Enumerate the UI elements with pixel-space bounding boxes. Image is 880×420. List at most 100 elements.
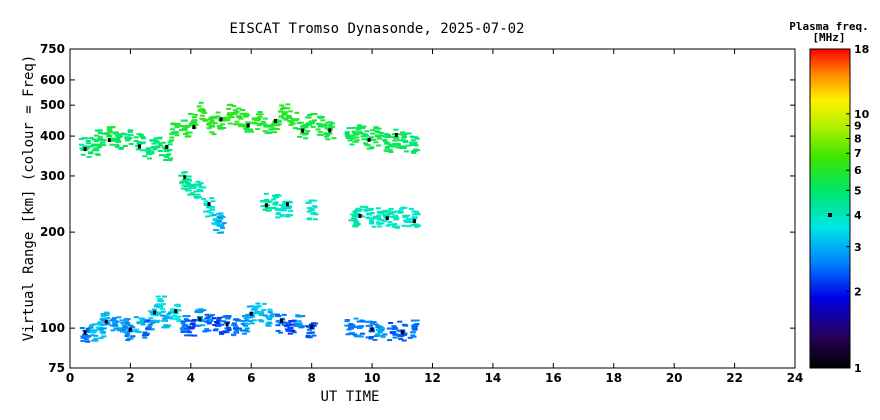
echo-mark (141, 318, 147, 321)
echo-mark (357, 327, 362, 330)
echo-mark (112, 132, 118, 135)
echo-mark (388, 207, 394, 210)
echo-mark (409, 207, 414, 210)
data-point (384, 141, 391, 145)
echo-mark (166, 317, 172, 320)
echo-mark (180, 187, 186, 190)
echo-mark (97, 136, 103, 139)
echo-mark (352, 333, 358, 336)
echo-mark (365, 137, 370, 140)
echo-mark (325, 138, 331, 141)
echo-mark (176, 315, 182, 318)
echo-mark (190, 122, 196, 125)
echo-mark (414, 137, 420, 140)
echo-mark (121, 132, 127, 135)
echo-mark (96, 143, 102, 146)
echo-mark (217, 224, 223, 227)
echo-mark (377, 225, 383, 228)
echo-mark (351, 218, 357, 221)
echo-mark (226, 328, 232, 331)
echo-mark (121, 329, 127, 332)
echo-mark (372, 215, 378, 218)
echo-mark (182, 324, 187, 327)
echo-mark (401, 339, 407, 342)
echo-mark (412, 150, 418, 152)
echo-mark (350, 213, 356, 216)
echo-mark (265, 324, 271, 327)
echo-mark (192, 123, 198, 126)
echo-mark (133, 328, 139, 331)
echo-mark (209, 131, 215, 134)
echo-mark (244, 327, 250, 330)
echo-mark (382, 139, 388, 141)
echo-mark (347, 139, 353, 142)
echo-mark (89, 329, 95, 332)
echo-mark (382, 214, 388, 216)
echo-mark (157, 311, 163, 314)
echo-mark (125, 136, 131, 139)
colorbar-tick-label: 4 (854, 209, 862, 222)
echo-mark (303, 126, 309, 129)
echo-mark (149, 150, 155, 153)
data-point (287, 326, 294, 330)
echo-mark (373, 323, 379, 326)
echo-mark (285, 103, 291, 106)
echo-mark (100, 330, 106, 333)
echo-mark (385, 224, 391, 227)
echo-mark (116, 133, 122, 136)
echo-mark (173, 131, 179, 134)
echo-mark (83, 338, 89, 341)
echo-mark (169, 132, 175, 135)
y-tick-label: 750 (40, 42, 65, 56)
echo-mark (275, 213, 281, 216)
echo-mark (119, 146, 125, 149)
colorbar-tick-label: 5 (854, 184, 862, 197)
echo-mark (108, 131, 114, 134)
echo-mark (120, 321, 126, 324)
echo-mark (100, 141, 106, 144)
echo-mark (81, 336, 87, 339)
scaled-point-marker (249, 311, 253, 316)
echo-mark (167, 311, 173, 314)
echo-mark (218, 212, 224, 215)
echo-mark (204, 320, 210, 323)
echo-mark (359, 205, 365, 208)
echo-mark (160, 308, 166, 311)
echo-mark (281, 106, 287, 109)
scaled-point-marker (83, 147, 87, 152)
data-point (366, 212, 373, 216)
echo-mark (411, 213, 417, 216)
echo-mark (116, 327, 122, 330)
echo-mark (220, 123, 226, 126)
echo-mark (353, 317, 359, 320)
echo-mark (124, 133, 130, 136)
echo-mark (201, 309, 207, 312)
echo-mark (360, 320, 366, 323)
scaled-point-marker (273, 119, 277, 123)
echo-mark (233, 112, 239, 115)
echo-mark (356, 126, 362, 129)
echo-mark (245, 330, 251, 333)
echo-mark (361, 138, 367, 141)
echo-mark (179, 125, 185, 127)
echo-mark (231, 334, 237, 337)
echo-mark (282, 111, 288, 114)
echo-mark (412, 328, 418, 331)
echo-mark (285, 215, 291, 218)
echo-mark (106, 126, 112, 129)
echo-mark (214, 229, 220, 231)
echo-mark (236, 107, 242, 110)
echo-mark (118, 147, 124, 150)
echo-mark (260, 205, 266, 207)
echo-mark (409, 144, 415, 146)
echo-mark (101, 139, 107, 142)
echo-mark (258, 113, 264, 116)
echo-mark (187, 187, 193, 190)
y-tick-label: 300 (40, 169, 65, 183)
echo-mark (85, 140, 91, 142)
echo-mark (208, 319, 214, 322)
echo-mark (81, 137, 87, 140)
echo-mark (317, 115, 323, 118)
echo-mark (396, 329, 402, 332)
